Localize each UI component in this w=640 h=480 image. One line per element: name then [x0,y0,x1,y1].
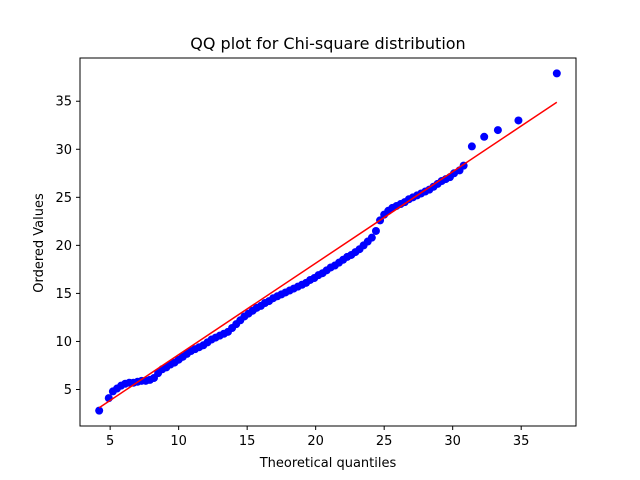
data-point [467,142,476,151]
x-tick-label: 20 [307,434,324,449]
x-tick-label: 35 [513,434,530,449]
data-point [480,132,489,141]
x-tick-label: 10 [170,434,187,449]
chart-title: QQ plot for Chi-square distribution [190,34,465,53]
y-tick-label: 25 [55,191,72,206]
fit-line [98,101,558,409]
y-axis-label: Ordered Values [32,193,47,293]
x-tick-label: 30 [444,434,461,449]
plot-marks [95,69,561,415]
x-tick-label: 25 [376,434,393,449]
data-point [367,233,376,242]
plot-frame [79,57,577,427]
data-point [371,226,380,235]
data-point [95,406,104,415]
y-tick-label: 35 [55,95,72,110]
x-tick-label: 15 [239,434,256,449]
x-tick-label: 5 [106,434,114,449]
y-tick-label: 5 [64,383,72,398]
y-tick-label: 20 [55,239,72,254]
y-tick-label: 10 [55,335,72,350]
data-point [493,126,502,135]
axis-ticks: 5 10 15 20 25 30 35 5 10 15 20 25 30 35 [55,95,529,449]
x-axis-label: Theoretical quantiles [259,456,397,471]
data-point [514,116,523,125]
y-tick-label: 30 [55,143,72,158]
data-point [552,69,561,78]
y-tick-label: 15 [55,287,72,302]
